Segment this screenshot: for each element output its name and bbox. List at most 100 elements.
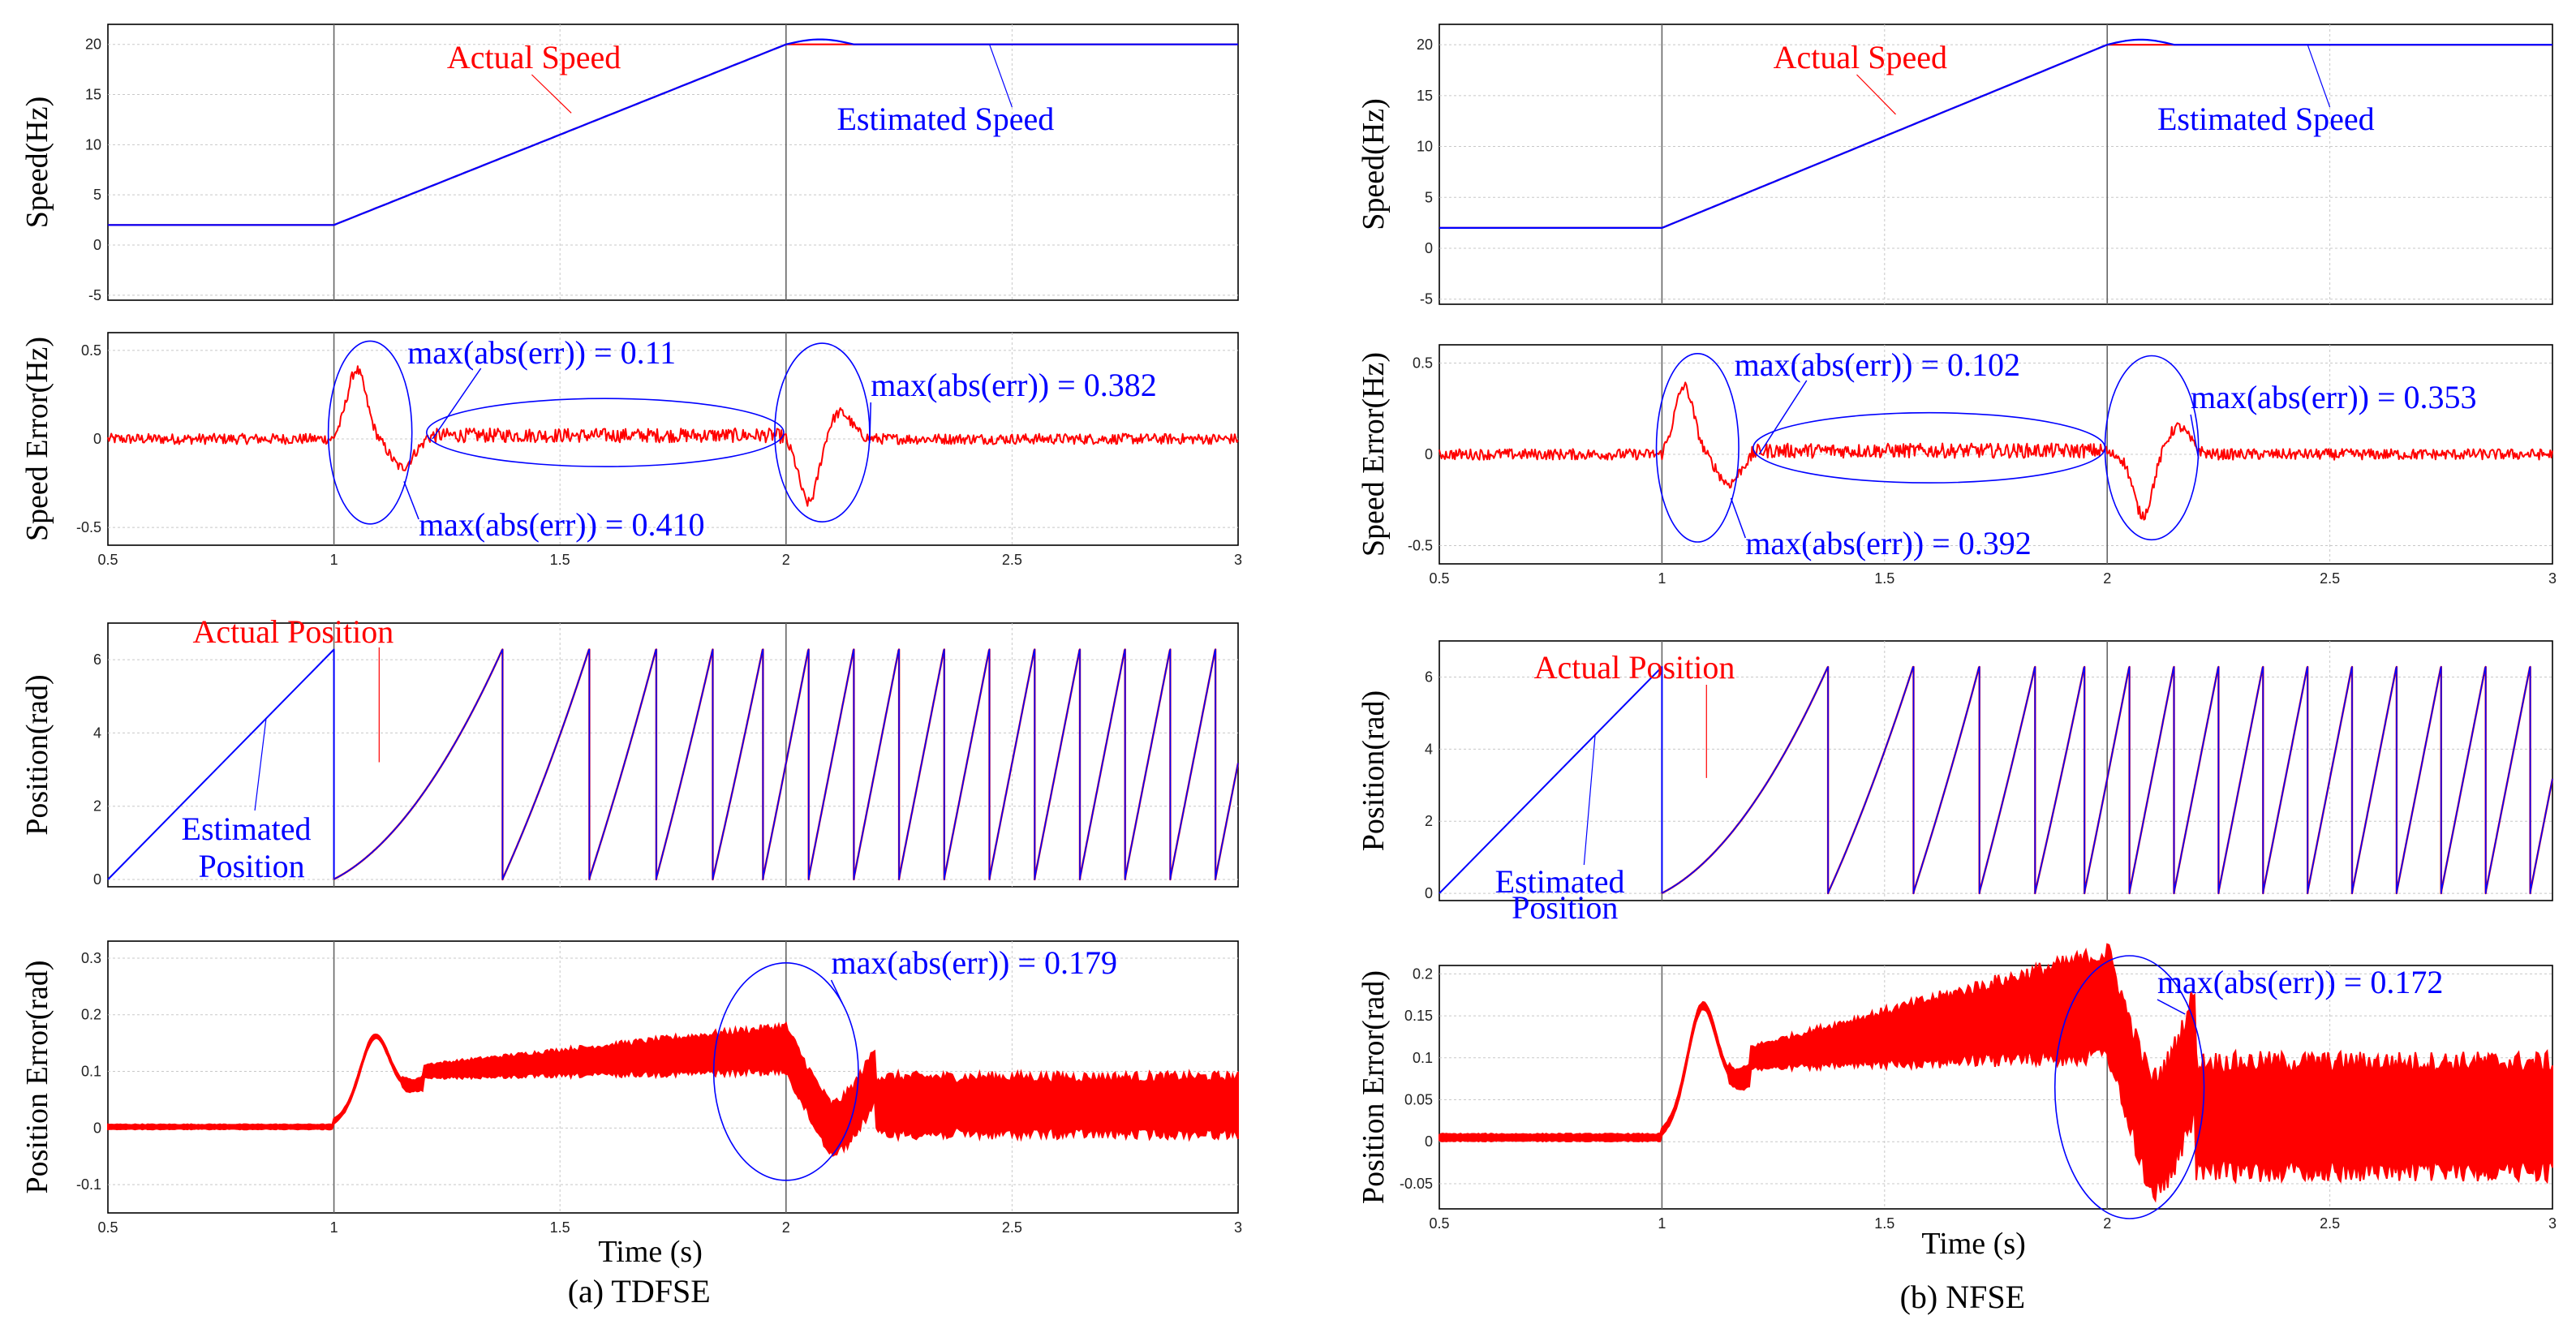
speed-error-annotation-left: max(abs(err)) = 0.392 (1745, 525, 2031, 561)
estimated-position-label-line1: Estimated (1495, 863, 1625, 900)
position-error-ytick: -0.1 (76, 1176, 101, 1193)
speed-ytick: 0 (1425, 240, 1433, 256)
estimated-position-label-line2: Position (1512, 889, 1618, 926)
estimated-position-label-line1: Estimated (182, 811, 312, 847)
estimated-position-line (1661, 666, 2553, 894)
position-ytick: 2 (93, 798, 101, 815)
speed-chart: 20 15 10 5 0 -5 Actual Speed Estimated Speed Spe… (1357, 24, 2553, 307)
position-error-ytick: 0.1 (81, 1064, 101, 1080)
speed-error-xtick: 2 (782, 552, 790, 568)
annotation-arrow-left (403, 481, 419, 520)
speed-ytick: 0 (93, 237, 101, 253)
position-error-ellipse (712, 962, 859, 1181)
position-error-ytick: 0.2 (1413, 965, 1433, 982)
time-axis-label: Time (s) (1921, 1227, 2025, 1261)
position-error-chart: 0.2 0.15 0.1 0.05 0 -0.05 0.5 1 1.5 2 2.5 3 max(abs(… (1357, 943, 2557, 1232)
speed-ytick: 5 (1425, 189, 1433, 205)
speed-error-ylabel: Speed Error(Hz) (1357, 352, 1391, 557)
speed-ytick: 10 (85, 136, 101, 153)
estimated-position-label-line2: Position (198, 848, 304, 884)
position-error-ytick: 0 (1425, 1133, 1433, 1150)
position-error-annotation: max(abs(err)) = 0.179 (832, 944, 1117, 981)
annotation-arrow-middle (432, 368, 482, 440)
estimated-speed-label: Estimated Speed (836, 101, 1054, 137)
annotation-arrow-right (2190, 414, 2200, 459)
estimated-speed-leader (2307, 44, 2331, 108)
position-ytick: 4 (1425, 741, 1433, 757)
position-frame (1439, 640, 2553, 901)
speed-error-xtick: 0.5 (97, 552, 118, 568)
estimated-position-initial (107, 648, 335, 880)
speed-ytick: 5 (93, 187, 101, 203)
speed-frame (107, 24, 1239, 301)
position-error-arrow (2157, 999, 2186, 1015)
estimated-speed-line (108, 38, 1238, 226)
error-ellipse-middle (426, 398, 785, 467)
position-error-envelope (107, 1021, 1239, 1157)
position-error-xtick: 2 (2103, 1215, 2111, 1232)
speed-ylabel: Speed(Hz) (1357, 98, 1391, 230)
speed-error-ytick: 0.5 (1413, 355, 1433, 372)
estimated-speed-leader (988, 44, 1013, 108)
speed-error-annotation-left: max(abs(err)) = 0.410 (419, 506, 704, 543)
speed-error-xtick: 3 (2548, 570, 2557, 587)
speed-error-annotation-right: max(abs(err)) = 0.353 (2191, 379, 2476, 415)
annotation-arrow-right (869, 402, 872, 444)
speed-error-ytick: 0 (1425, 446, 1433, 462)
speed-error-line (1439, 381, 2553, 521)
position-error-ytick: 0.15 (1404, 1008, 1433, 1024)
speed-error-annotation-middle: max(abs(err)) = 0.102 (1735, 346, 2020, 383)
error-ellipse-left (327, 340, 413, 525)
position-error-xtick: 2.5 (2320, 1215, 2340, 1232)
speed-error-xtick: 2.5 (1002, 552, 1022, 568)
speed-ylabel: Speed(Hz) (20, 97, 54, 228)
position-frame (107, 622, 1239, 888)
actual-position-label: Actual Position (192, 613, 393, 650)
speed-chart: 20 15 10 5 0 -5 Actual Speed Estimated Speed Spe… (20, 24, 1239, 303)
position-error-ytick: 0.05 (1404, 1092, 1433, 1108)
speed-ytick: 20 (1417, 37, 1433, 53)
position-error-chart: 0.3 0.2 0.1 0 -0.1 0.5 1 1.5 2 2.5 3 max(abs(err)) … (20, 940, 1242, 1236)
position-error-xtick: 1.5 (550, 1219, 570, 1236)
position-error-ellipse (2053, 955, 2205, 1219)
actual-speed-leader (1856, 74, 1896, 115)
speed-error-annotation-middle: max(abs(err)) = 0.11 (407, 334, 676, 371)
position-error-arrow (830, 979, 844, 1004)
position-error-ylabel: Position Error(rad) (1357, 970, 1391, 1204)
speed-ytick: -5 (88, 287, 101, 303)
position-error-ytick: 0.3 (81, 950, 101, 966)
speed-error-line (107, 365, 1239, 507)
time-axis-label: Time (s) (598, 1235, 702, 1269)
actual-speed-leader (531, 74, 572, 114)
speed-error-ytick: -0.5 (76, 519, 101, 535)
position-error-xtick: 0.5 (97, 1219, 118, 1236)
speed-error-chart: 0.5 0 -0.5 0.5 1 1.5 2 2.5 3 max(abs(err)) = 0.11… (20, 332, 1242, 568)
estimated-speed-label: Estimated Speed (2157, 101, 2375, 137)
speed-error-xtick: 2 (2103, 570, 2111, 587)
annotation-arrow-left (1730, 497, 1747, 539)
panel-caption: (a) TDFSE (568, 1273, 711, 1309)
annotation-arrow-middle (1758, 380, 1808, 455)
position-error-xtick: 3 (1234, 1219, 1242, 1236)
speed-error-xtick: 1 (330, 552, 338, 568)
position-error-xtick: 2.5 (1002, 1219, 1022, 1236)
speed-error-ytick: 0 (93, 431, 101, 447)
position-error-ytick: 0.2 (81, 1007, 101, 1023)
position-error-frame (107, 940, 1239, 1214)
actual-speed-label: Actual Speed (447, 39, 621, 75)
position-error-xtick: 1.5 (1874, 1215, 1894, 1232)
position-error-envelope (1439, 943, 2553, 1203)
position-ylabel: Position(rad) (1357, 690, 1391, 851)
position-error-xtick: 1 (330, 1219, 338, 1236)
position-error-xtick: 0.5 (1429, 1215, 1449, 1232)
speed-ytick: 15 (1417, 88, 1433, 104)
position-error-ytick: 0 (93, 1120, 101, 1136)
speed-error-ylabel: Speed Error(Hz) (20, 337, 54, 541)
speed-error-xtick: 2.5 (2320, 570, 2340, 587)
estimated-position-leader (1583, 734, 1596, 866)
panel-caption: (b) NFSE (1900, 1279, 2025, 1315)
estimated-position-leader (254, 718, 267, 811)
